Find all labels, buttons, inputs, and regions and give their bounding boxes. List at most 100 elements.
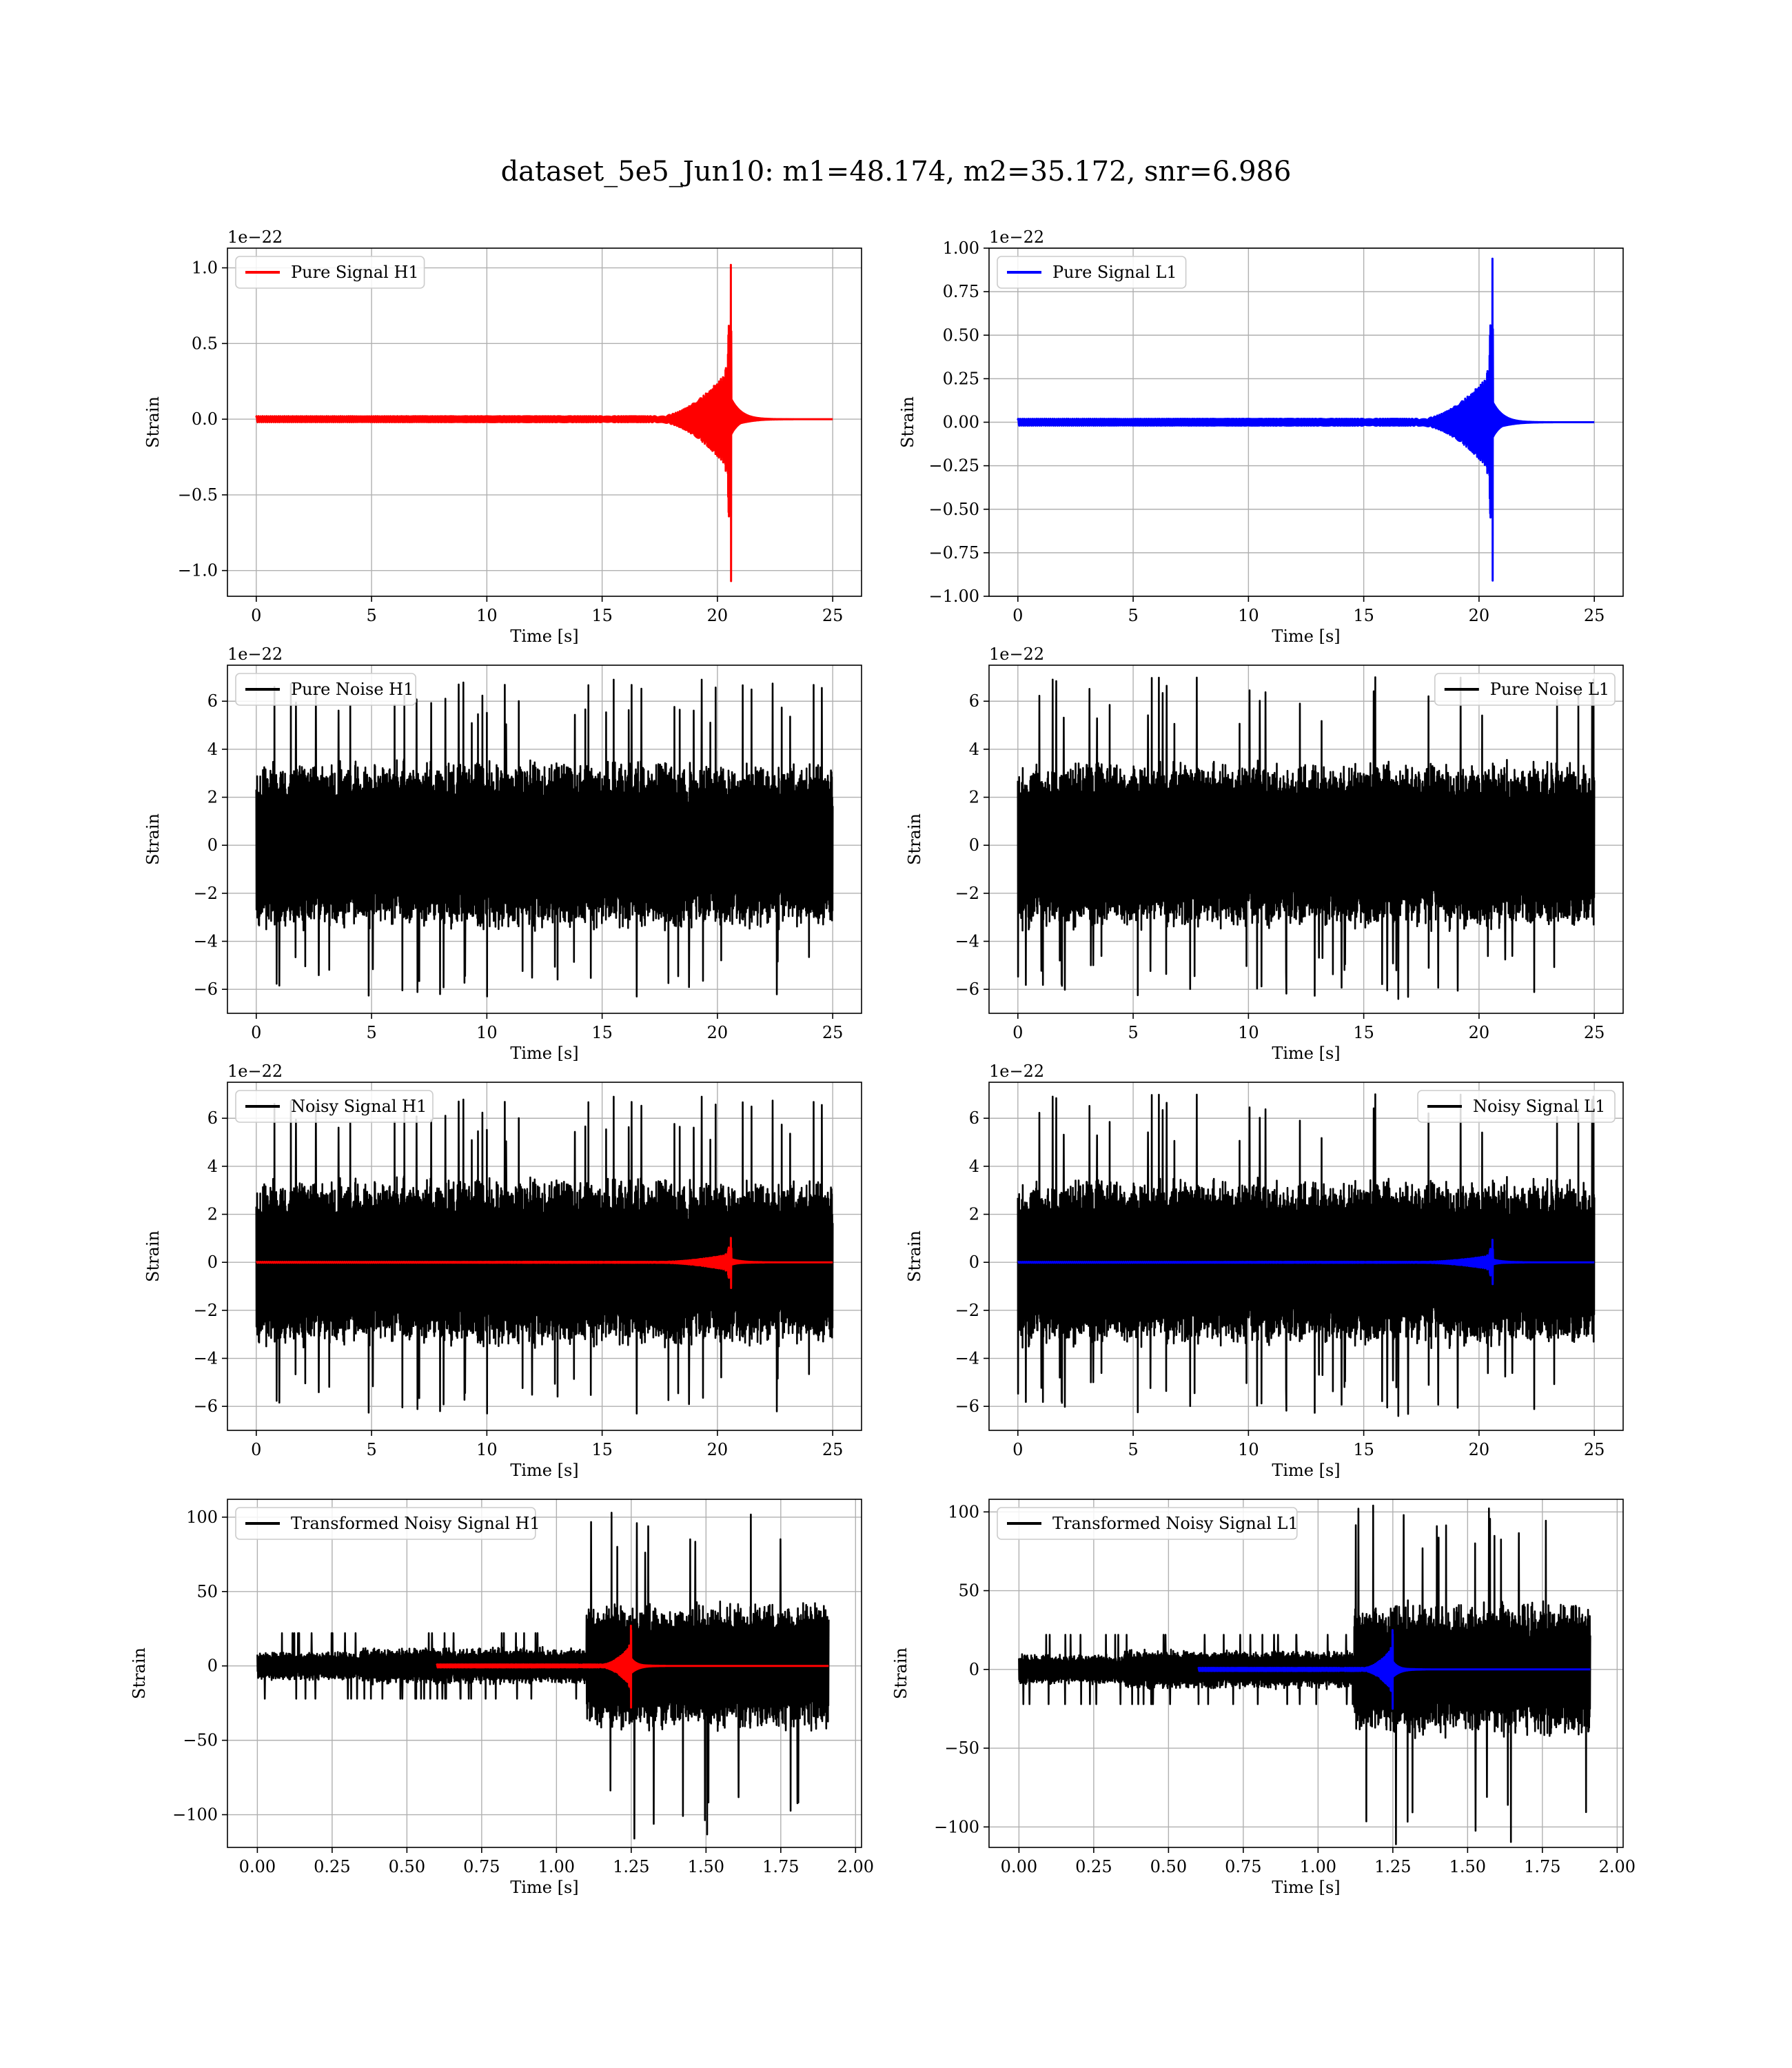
x-tick-label: 10 bbox=[476, 1023, 498, 1042]
y-offset-text: 1e−22 bbox=[227, 1062, 283, 1081]
y-tick-label: −0.50 bbox=[928, 500, 979, 519]
x-tick-label: 25 bbox=[1584, 1440, 1605, 1459]
x-tick-label: 0.00 bbox=[239, 1857, 276, 1876]
y-axis-label: Strain bbox=[891, 1648, 910, 1699]
x-tick-label: 0 bbox=[1012, 606, 1023, 625]
series-noisy-signal-h1-noise bbox=[255, 1095, 834, 1415]
y-axis-label: Strain bbox=[905, 1230, 924, 1282]
axes-frame bbox=[988, 1499, 1624, 1848]
legend: Noisy Signal L1 bbox=[1417, 1090, 1616, 1123]
series-pure-noise-l1-noise bbox=[1017, 676, 1596, 1000]
x-axis-label: Time [s] bbox=[1272, 627, 1340, 646]
y-offset-text: 1e−22 bbox=[989, 227, 1044, 247]
x-axis-label: Time [s] bbox=[510, 1044, 578, 1063]
series-transformed-noisy-signal-l1-noise bbox=[1018, 1504, 1591, 1845]
y-tick-label: −2 bbox=[955, 1301, 979, 1320]
x-tick-label: 15 bbox=[1353, 606, 1374, 625]
x-tick-label: 5 bbox=[1128, 606, 1138, 625]
y-tick-label: −2 bbox=[194, 884, 218, 903]
y-tick-label: −2 bbox=[194, 1301, 218, 1320]
y-tick-label: −0.25 bbox=[928, 456, 979, 476]
axes-frame bbox=[227, 1082, 862, 1431]
x-axis-label: Time [s] bbox=[510, 627, 578, 646]
legend-box bbox=[235, 673, 417, 706]
y-tick-label: −0.5 bbox=[178, 485, 218, 505]
x-tick-label: 25 bbox=[1584, 606, 1605, 625]
x-tick-label: 20 bbox=[707, 1023, 729, 1042]
subplot-pure-noise-l1: 0 5 10 15 20 25 −6 −4 −2 0 2 4 6 Time [s] Strain 1e−22 P… bbox=[905, 645, 1624, 1063]
y-tick-label: 2 bbox=[969, 788, 979, 807]
subplot-transformed-noisy-signal-h1: 0.00 0.25 0.50 0.75 1.00 1.25 1.50 1.75 2.00 −100… bbox=[130, 1499, 874, 1897]
legend-label: Noisy Signal H1 bbox=[291, 1097, 427, 1116]
x-tick-label: 10 bbox=[476, 606, 498, 625]
legend-box bbox=[997, 256, 1187, 289]
x-tick-label: 2.00 bbox=[1599, 1857, 1636, 1876]
y-tick-label: −6 bbox=[194, 1397, 218, 1416]
y-axis-label: Strain bbox=[143, 396, 163, 448]
legend: Pure Signal H1 bbox=[235, 256, 425, 289]
x-axis-label: Time [s] bbox=[1272, 1044, 1340, 1063]
x-tick-label: 0.25 bbox=[314, 1857, 350, 1876]
y-axis-label: Strain bbox=[898, 396, 917, 448]
y-axis-label: Strain bbox=[143, 1230, 163, 1282]
y-axis-label: Strain bbox=[905, 813, 924, 865]
y-tick-label: 0.00 bbox=[943, 413, 979, 432]
y-tick-label: 4 bbox=[969, 1157, 979, 1176]
legend-box bbox=[235, 256, 425, 289]
x-tick-label: 0 bbox=[1012, 1440, 1023, 1459]
plot-area bbox=[256, 1512, 830, 1840]
y-tick-label: 2 bbox=[207, 788, 218, 807]
x-tick-label: 2.00 bbox=[837, 1857, 874, 1876]
x-tick-label: 10 bbox=[476, 1440, 498, 1459]
x-tick-label: 1.75 bbox=[762, 1857, 799, 1876]
legend-box bbox=[1434, 673, 1616, 706]
x-tick-label: 0.25 bbox=[1075, 1857, 1112, 1876]
x-tick-label: 0.50 bbox=[389, 1857, 425, 1876]
legend: Transformed Noisy Signal H1 bbox=[235, 1507, 540, 1540]
subplot-pure-signal-h1: 0 5 10 15 20 25 −1.0 −0.5 0.0 0.5 1.0 Time [s] Strai… bbox=[143, 227, 862, 646]
x-tick-label: 0.75 bbox=[463, 1857, 500, 1876]
y-tick-label: 2 bbox=[207, 1205, 218, 1224]
plot-area bbox=[255, 263, 834, 582]
series-pure-noise-h1-noise bbox=[255, 678, 834, 997]
legend: Noisy Signal H1 bbox=[235, 1090, 434, 1123]
x-tick-label: 15 bbox=[591, 606, 613, 625]
y-tick-label: 50 bbox=[958, 1581, 979, 1601]
x-tick-label: 1.25 bbox=[613, 1857, 649, 1876]
legend: Pure Noise L1 bbox=[1434, 673, 1616, 706]
x-tick-label: 25 bbox=[822, 1023, 844, 1042]
y-tick-label: 0 bbox=[207, 1656, 218, 1676]
legend-label: Pure Noise L1 bbox=[1490, 680, 1609, 699]
y-tick-label: 1.00 bbox=[943, 239, 979, 258]
y-tick-label: −100 bbox=[934, 1817, 979, 1836]
x-tick-label: 10 bbox=[1238, 1440, 1259, 1459]
legend-label: Noisy Signal L1 bbox=[1473, 1097, 1605, 1116]
x-tick-label: 1.00 bbox=[538, 1857, 575, 1876]
y-tick-label: 4 bbox=[969, 740, 979, 759]
y-offset-text: 1e−22 bbox=[989, 645, 1044, 664]
y-tick-label: 4 bbox=[207, 740, 218, 759]
y-tick-label: 6 bbox=[969, 691, 979, 711]
y-tick-label: −4 bbox=[955, 932, 979, 951]
x-tick-label: 0 bbox=[1012, 1023, 1023, 1042]
y-tick-label: 0.0 bbox=[192, 409, 218, 429]
legend-label: Pure Noise H1 bbox=[291, 680, 414, 699]
legend-box bbox=[235, 1507, 536, 1540]
x-tick-label: 1.00 bbox=[1300, 1857, 1336, 1876]
plot-area bbox=[1017, 257, 1596, 582]
legend-box bbox=[997, 1507, 1298, 1540]
x-tick-label: 1.50 bbox=[688, 1857, 724, 1876]
x-tick-label: 15 bbox=[591, 1023, 613, 1042]
x-tick-label: 5 bbox=[1128, 1023, 1138, 1042]
axes-frame bbox=[227, 247, 862, 597]
legend-box bbox=[1417, 1090, 1616, 1123]
y-tick-label: −100 bbox=[172, 1805, 218, 1825]
y-tick-label: −0.75 bbox=[928, 543, 979, 562]
y-tick-label: −6 bbox=[955, 1397, 979, 1416]
series-transformed-noisy-signal-l1-signal bbox=[1197, 1629, 1591, 1710]
series-transformed-noisy-signal-h1-signal bbox=[436, 1624, 830, 1709]
legend: Transformed Noisy Signal L1 bbox=[997, 1507, 1299, 1540]
y-tick-label: −1.0 bbox=[178, 561, 218, 580]
series-transformed-noisy-signal-h1-noise bbox=[256, 1512, 830, 1840]
y-tick-label: −50 bbox=[944, 1738, 979, 1758]
